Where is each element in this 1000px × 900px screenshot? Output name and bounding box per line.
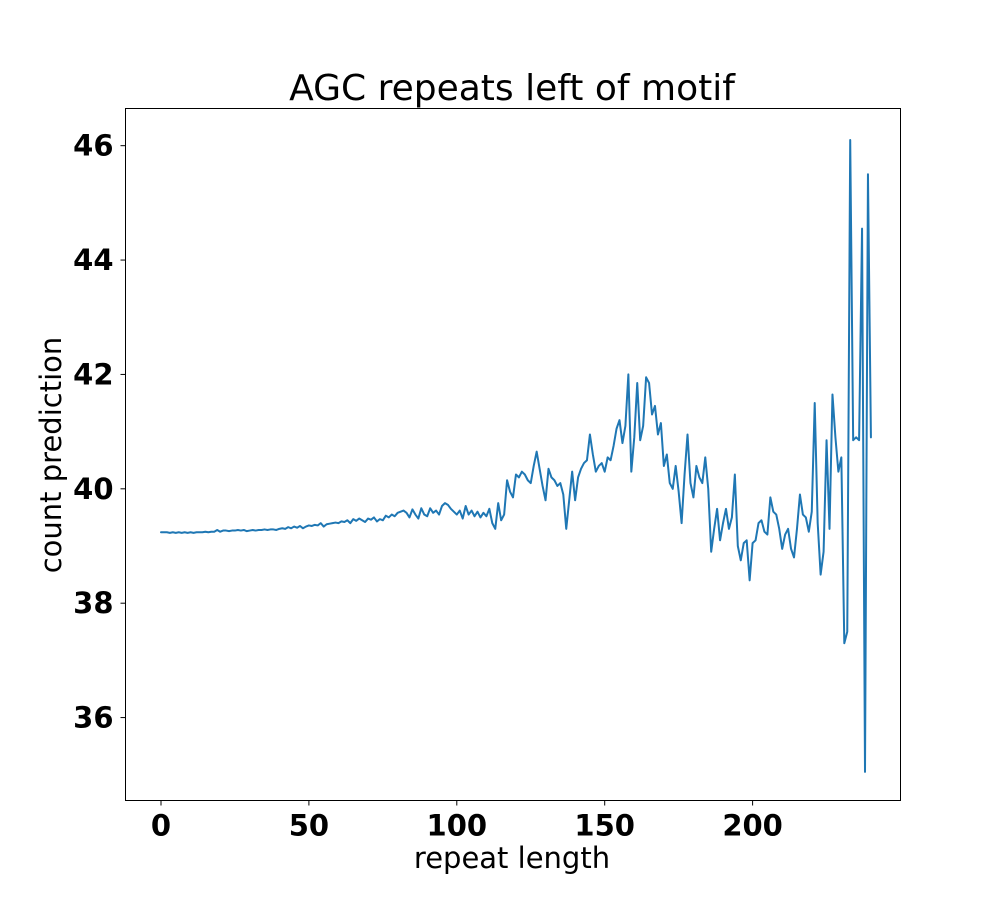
y-tick-label: 44 bbox=[73, 243, 113, 277]
y-tick-label: 46 bbox=[73, 129, 113, 163]
x-tick-label: 150 bbox=[574, 809, 635, 843]
plot-frame bbox=[125, 108, 901, 801]
x-tick-label: 0 bbox=[151, 809, 171, 843]
x-axis: 0 50 100 150 200 bbox=[151, 800, 783, 843]
series-layer bbox=[160, 138, 872, 773]
plot-area bbox=[125, 108, 901, 801]
series-line bbox=[160, 138, 872, 773]
y-tick-label: 36 bbox=[73, 701, 113, 735]
x-tick-label: 50 bbox=[289, 809, 329, 843]
y-axis-label: count prediction bbox=[34, 337, 68, 574]
chart-title: AGC repeats left of motif bbox=[289, 68, 736, 109]
y-tick-label: 42 bbox=[73, 357, 113, 391]
x-axis-label: repeat length bbox=[414, 841, 610, 875]
y-tick-label: 40 bbox=[73, 472, 113, 506]
x-tick-label: 200 bbox=[722, 809, 783, 843]
x-tick-label: 100 bbox=[427, 809, 488, 843]
y-tick-label: 38 bbox=[73, 586, 113, 620]
y-axis: 36 38 40 42 44 46 bbox=[73, 129, 126, 735]
